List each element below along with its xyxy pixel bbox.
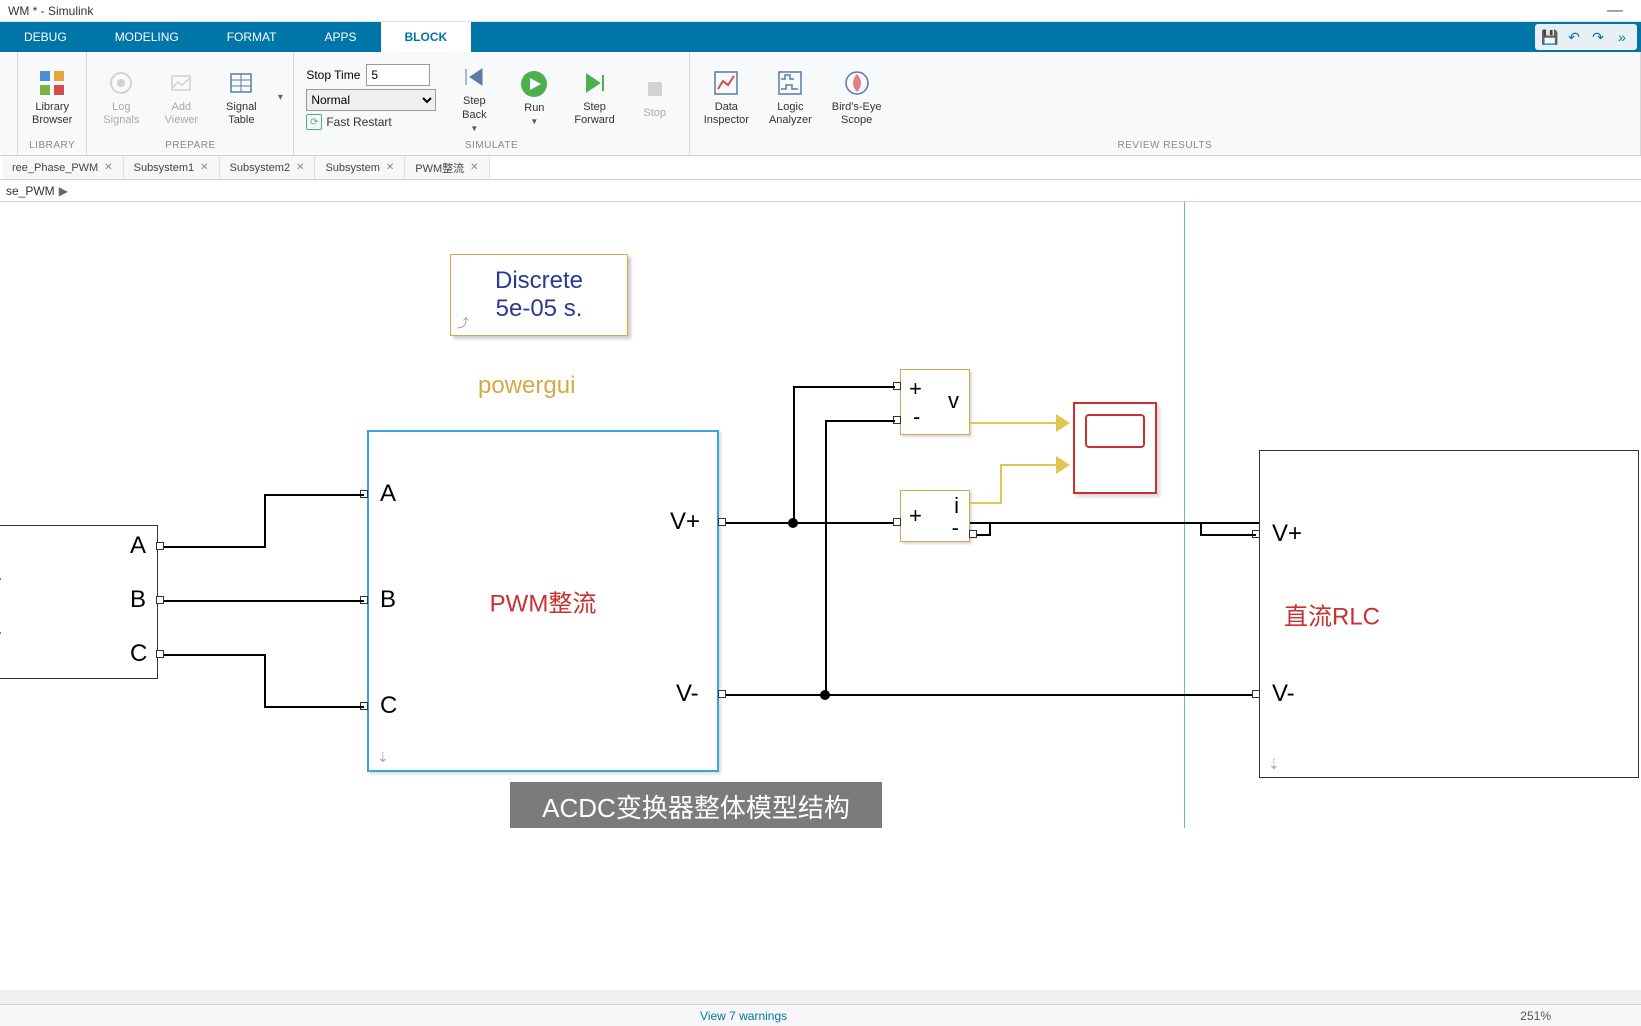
ribbon-group-simulate: Stop Time Normal ⟳ Fast Restart Step Bac… xyxy=(294,52,689,155)
signal-arrow-icon xyxy=(1056,414,1070,432)
arrow-down-icon: ⇣ xyxy=(377,749,389,766)
undo-icon[interactable]: ↶ xyxy=(1563,26,1585,48)
horizontal-scrollbar[interactable] xyxy=(0,990,1641,1004)
logic-analyzer-icon xyxy=(774,67,806,99)
step-forward-button[interactable]: Step Forward xyxy=(566,65,622,129)
fast-restart-label: Fast Restart xyxy=(326,115,391,129)
chevron-right-icon: ▶ xyxy=(59,184,68,198)
close-icon[interactable]: ✕ xyxy=(470,162,478,173)
port[interactable] xyxy=(156,650,164,658)
run-icon xyxy=(518,68,550,100)
load-block[interactable]: 直流RLC ⇣ xyxy=(1259,450,1639,778)
port[interactable] xyxy=(969,530,977,538)
powergui-block[interactable]: Discrete 5e-05 s. ⤴ xyxy=(450,254,628,336)
add-viewer-button[interactable]: Add Viewer xyxy=(153,65,209,129)
model-tab[interactable]: Subsystem✕ xyxy=(315,156,405,179)
window-title: WM * - Simulink xyxy=(8,4,93,18)
ribbon-group-prepare: Log Signals Add Viewer Signal Table ▾ PR… xyxy=(87,52,294,155)
block-title: 直流RLC xyxy=(1284,597,1380,632)
close-icon[interactable]: ✕ xyxy=(386,162,394,173)
ribbon-group-review: Data Inspector Logic Analyzer Bird's-Eye… xyxy=(690,52,1641,155)
add-viewer-icon xyxy=(165,67,197,99)
fast-restart-icon[interactable]: ⟳ xyxy=(306,114,322,130)
library-icon xyxy=(36,67,68,99)
scope-block[interactable] xyxy=(1073,402,1157,494)
ribbon-group-library: Library Browser LIBRARY xyxy=(18,52,87,155)
port[interactable] xyxy=(1252,690,1260,698)
model-tab[interactable]: PWM整流✕ xyxy=(405,156,489,179)
powergui-label: powergui xyxy=(478,372,575,400)
close-icon[interactable]: ✕ xyxy=(296,162,304,173)
port[interactable] xyxy=(156,542,164,550)
tab-modeling[interactable]: MODELING xyxy=(91,22,203,52)
data-inspector-button[interactable]: Data Inspector xyxy=(696,65,757,129)
minimize-button[interactable]: — xyxy=(1597,2,1633,20)
warnings-link[interactable]: View 7 warnings xyxy=(700,1009,787,1023)
signal-table-icon xyxy=(225,67,257,99)
birds-eye-icon xyxy=(841,67,873,99)
simulation-mode-select[interactable]: Normal xyxy=(306,89,436,111)
log-signals-button[interactable]: Log Signals xyxy=(93,65,149,129)
stop-button[interactable]: Stop xyxy=(627,71,683,122)
link-icon: ⤴ xyxy=(457,314,469,331)
stop-time-label: Stop Time xyxy=(306,68,360,82)
voltage-sensor-block[interactable]: + - v xyxy=(900,369,970,435)
block-title: PWM整流 xyxy=(490,584,597,619)
step-back-icon xyxy=(458,61,490,93)
port[interactable] xyxy=(156,596,164,604)
guide-line xyxy=(1184,202,1185,828)
step-back-button[interactable]: Step Back ▼ xyxy=(446,59,502,134)
signal-arrow-icon xyxy=(1056,456,1070,474)
birds-eye-button[interactable]: Bird's-Eye Scope xyxy=(824,65,890,129)
quick-access-toolbar: 💾 ↶ ↷ » xyxy=(1535,24,1637,50)
ribbon: Library Browser LIBRARY Log Signals Add … xyxy=(0,52,1641,156)
redo-icon[interactable]: ↷ xyxy=(1587,26,1609,48)
tab-format[interactable]: FORMAT xyxy=(203,22,301,52)
toolstrip-tabs: DEBUG MODELING FORMAT APPS BLOCK 💾 ↶ ↷ » xyxy=(0,22,1641,52)
prepare-expand-icon[interactable]: ▾ xyxy=(273,92,287,103)
more-icon[interactable]: » xyxy=(1611,26,1633,48)
port[interactable] xyxy=(893,518,901,526)
status-bar: View 7 warnings 251% xyxy=(0,1004,1641,1026)
close-icon[interactable]: ✕ xyxy=(200,162,208,173)
model-tab[interactable]: Subsystem2✕ xyxy=(220,156,316,179)
run-button[interactable]: Run ▼ xyxy=(506,66,562,128)
chevron-down-icon: ▼ xyxy=(470,124,478,133)
logic-analyzer-button[interactable]: Logic Analyzer xyxy=(761,65,820,129)
port[interactable] xyxy=(718,518,726,526)
model-tab[interactable]: ree_Phase_PWM✕ xyxy=(2,156,124,179)
model-tabs: ree_Phase_PWM✕ Subsystem1✕ Subsystem2✕ S… xyxy=(0,156,1641,180)
model-canvas[interactable]: Discrete 5e-05 s. ⤴ powergui A B C PWM整流… xyxy=(0,202,1641,828)
signal-table-button[interactable]: Signal Table xyxy=(213,65,269,129)
tab-debug[interactable]: DEBUG xyxy=(0,22,91,52)
step-forward-icon xyxy=(579,67,611,99)
stop-icon xyxy=(639,73,671,105)
save-icon[interactable]: 💾 xyxy=(1539,26,1561,48)
arrow-down-icon: ⇣ xyxy=(1268,756,1280,773)
zoom-level: 251% xyxy=(1520,1009,1551,1023)
port[interactable] xyxy=(718,690,726,698)
breadcrumb[interactable]: se_PWM ▶ xyxy=(0,180,1641,202)
pwm-rectifier-block[interactable]: PWM整流 ⇣ xyxy=(367,430,719,772)
subtitle-overlay: ACDC变换器整体模型结构 PWM整流器 xyxy=(510,782,882,828)
tab-apps[interactable]: APPS xyxy=(300,22,380,52)
title-bar: WM * - Simulink — xyxy=(0,0,1641,22)
current-sensor-block[interactable]: + i - xyxy=(900,490,970,542)
stop-time-input[interactable] xyxy=(366,64,430,86)
library-browser-button[interactable]: Library Browser xyxy=(24,65,80,129)
data-inspector-icon xyxy=(710,67,742,99)
model-tab[interactable]: Subsystem1✕ xyxy=(124,156,220,179)
log-signals-icon xyxy=(105,67,137,99)
close-icon[interactable]: ✕ xyxy=(104,162,112,173)
tab-block[interactable]: BLOCK xyxy=(381,22,472,52)
chevron-down-icon: ▼ xyxy=(530,117,538,126)
